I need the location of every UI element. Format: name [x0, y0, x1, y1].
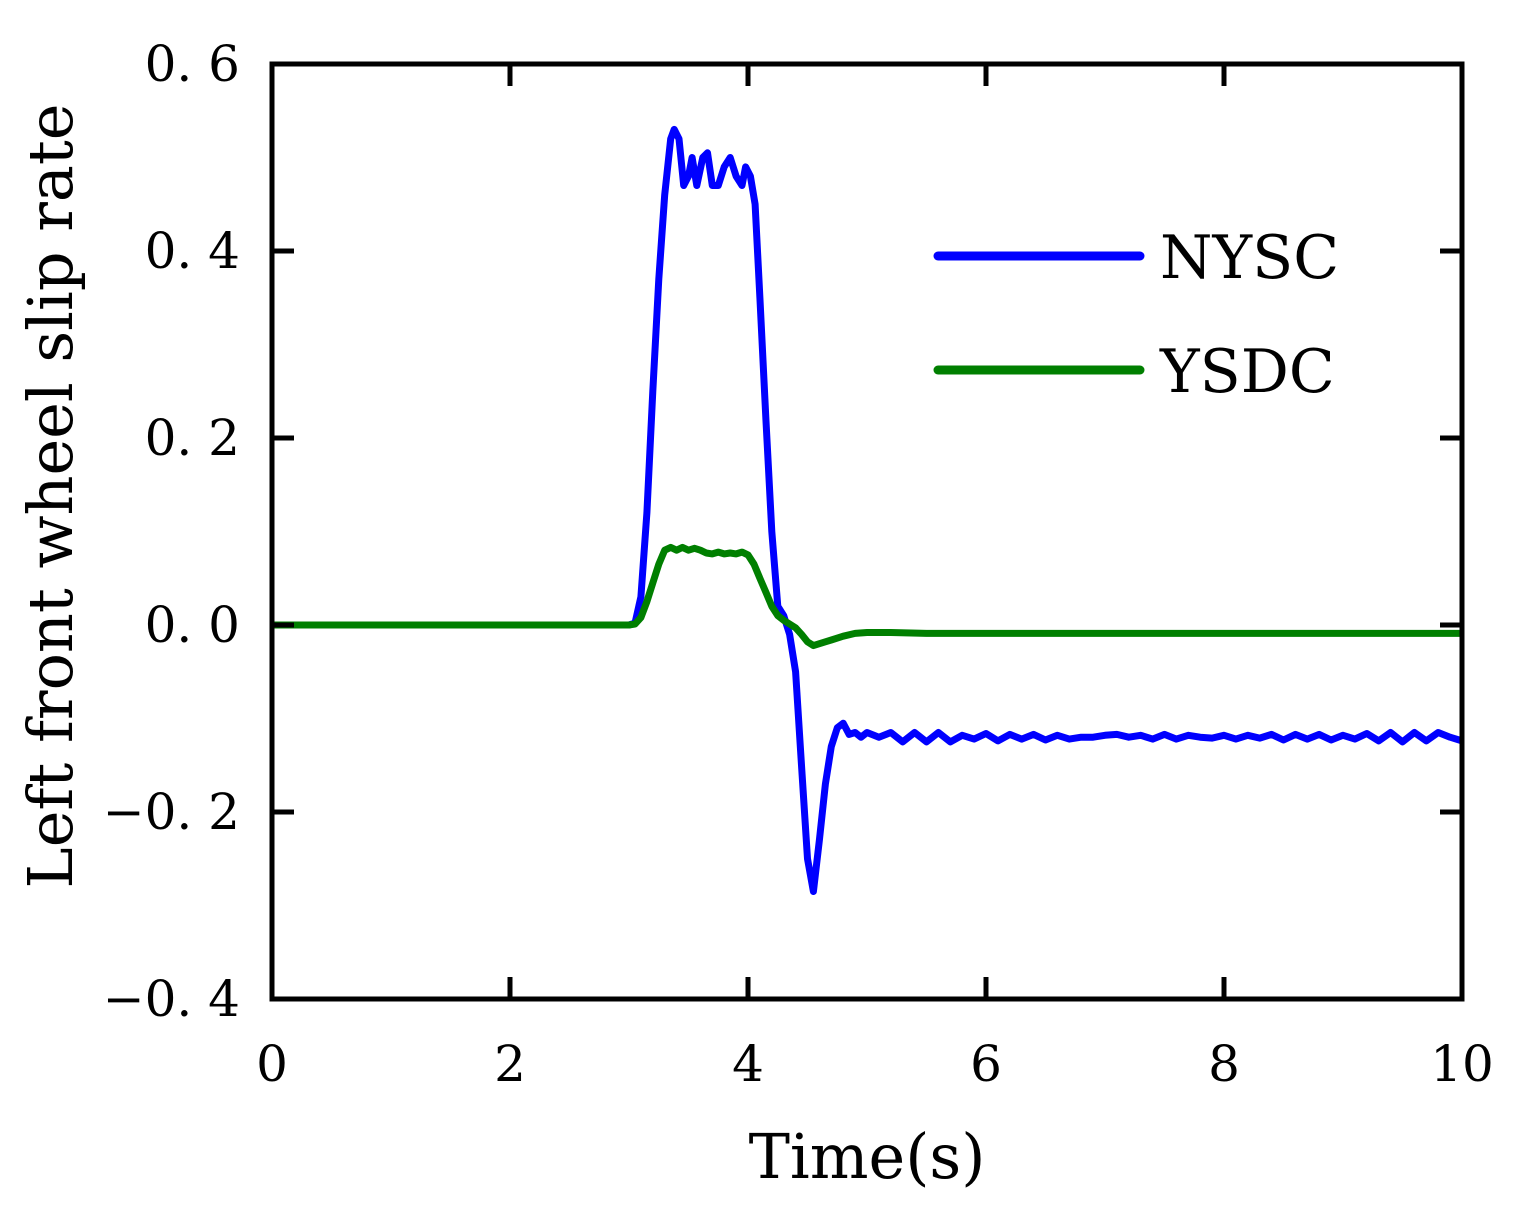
x-tick-label: 10	[1430, 1035, 1494, 1093]
plot-frame	[269, 61, 1465, 1002]
y-tick-label: 0. 0	[145, 596, 240, 654]
y-tick-label: 0. 6	[145, 35, 240, 93]
tick-labels-layer: 0 2 4 6 8 10 −0. 4 −0. 2 0. 0 0. 2 0. 4 0. 6	[103, 35, 1494, 1093]
series-line-nysc	[272, 125, 1464, 895]
series-line-ysdc	[272, 543, 1462, 650]
y-tick-label: −0. 4	[103, 970, 240, 1028]
legend: NYSC YSDC	[933, 223, 1339, 407]
y-axis-title: Left front wheel slip rate	[14, 104, 87, 889]
x-tick-label: 2	[494, 1035, 526, 1093]
x-tick-label: 0	[256, 1035, 288, 1093]
y-tick-label: 0. 4	[145, 222, 240, 280]
legend-label-nysc: NYSC	[1160, 223, 1339, 293]
legend-label-ysdc: YSDC	[1159, 337, 1335, 407]
x-tick-label: 4	[732, 1035, 764, 1093]
series-lines-layer	[272, 125, 1464, 895]
x-axis-title: Time(s)	[749, 1120, 986, 1193]
x-tick-label: 8	[1208, 1035, 1240, 1093]
y-tick-label: 0. 2	[145, 409, 240, 467]
x-tick-label: 6	[970, 1035, 1002, 1093]
y-tick-label: −0. 2	[103, 783, 240, 841]
ticks-layer	[269, 61, 1465, 1002]
